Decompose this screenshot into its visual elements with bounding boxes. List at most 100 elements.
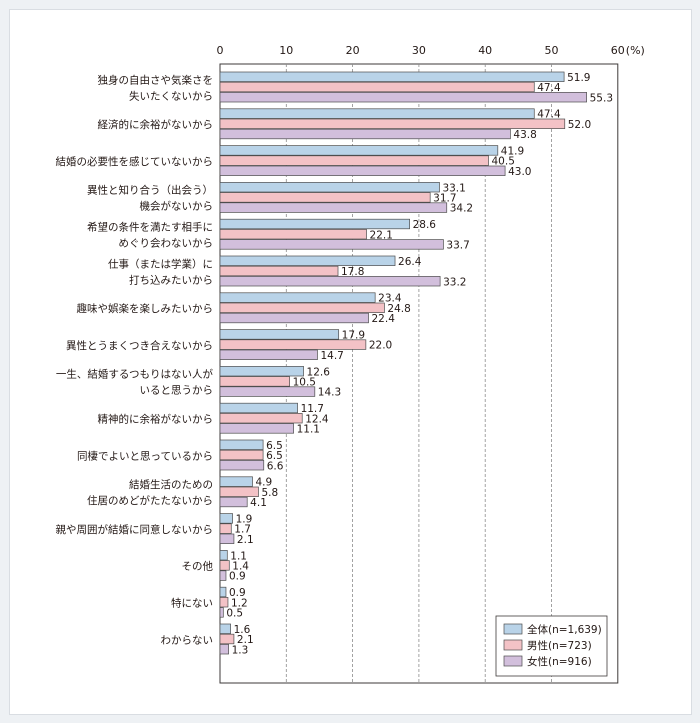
data-label: 23.4 xyxy=(378,293,402,305)
bar xyxy=(219,128,511,140)
bar xyxy=(219,623,231,634)
legend-swatch xyxy=(503,639,523,651)
bar xyxy=(219,329,340,340)
data-label: 28.6 xyxy=(413,219,437,231)
data-label: 14.7 xyxy=(320,350,343,362)
bar xyxy=(219,597,229,608)
category-label: いると思うから xyxy=(140,385,214,397)
bar xyxy=(219,276,441,287)
data-label: 17.9 xyxy=(342,330,365,342)
bar xyxy=(219,402,298,414)
data-label: 0.5 xyxy=(226,608,243,620)
data-label: 6.5 xyxy=(266,440,283,452)
data-label: 55.3 xyxy=(590,92,613,104)
data-label: 0.9 xyxy=(229,571,246,583)
data-label: 1.7 xyxy=(234,524,251,536)
data-label: 24.8 xyxy=(387,303,410,315)
data-label: 0.9 xyxy=(229,587,246,599)
category-label: 同棲でよいと思っているから xyxy=(77,449,213,462)
legend: 全体(n=1,639) 男性(n=723) 女性(n=916) xyxy=(495,615,608,677)
data-label: 10.5 xyxy=(293,377,316,389)
x-tick-label: 20 xyxy=(346,44,360,57)
legend-label: 全体(n=1,639) xyxy=(527,623,602,636)
category-label: 打ち込みたいから xyxy=(129,273,213,286)
bar xyxy=(219,570,227,581)
data-label: 40.5 xyxy=(492,156,515,168)
data-label: 1.3 xyxy=(232,644,249,656)
category-label: 親や周囲が結婚に同意しないから xyxy=(56,523,214,536)
x-tick-label: 10 xyxy=(279,44,293,57)
data-label: 43.8 xyxy=(513,129,536,141)
data-label: 1.2 xyxy=(231,597,248,609)
data-label: 17.8 xyxy=(341,266,364,278)
bar xyxy=(219,496,248,508)
category-label: 独身の自由さや気楽さを xyxy=(98,73,214,86)
category-label: 趣味や娯楽を楽しみたいから xyxy=(77,302,214,315)
data-label: 33.2 xyxy=(443,276,466,288)
bar xyxy=(219,423,294,434)
bar xyxy=(219,239,444,250)
category-label: 経済的に余裕がないから xyxy=(98,118,214,131)
bar xyxy=(219,366,304,377)
data-label: 22.4 xyxy=(372,313,396,325)
category-label: わからない xyxy=(161,634,214,646)
legend-label: 男性(n=723) xyxy=(527,639,592,652)
category-label: 希望の条件を満たす相手に xyxy=(87,221,213,234)
data-label: 12.4 xyxy=(305,413,329,425)
data-label: 1.9 xyxy=(236,514,253,526)
chart-frame: 0 10 20 30 40 50 60 (%) 51.9 47.4 55.3 47.4 52.0 43.… xyxy=(9,9,692,715)
bar xyxy=(219,560,230,571)
bar xyxy=(219,633,235,645)
x-axis-unit: (%) xyxy=(626,44,645,57)
data-label: 6.6 xyxy=(267,460,284,472)
bar xyxy=(219,202,448,213)
bar-chart: 0 10 20 30 40 50 60 (%) 51.9 47.4 55.3 47.4 52.0 43.… xyxy=(56,44,645,684)
data-label: 22.0 xyxy=(369,340,392,352)
bar xyxy=(219,413,303,424)
x-tick-label: 40 xyxy=(478,44,492,57)
bar xyxy=(219,449,264,461)
data-label: 14.3 xyxy=(318,387,341,399)
bar xyxy=(219,644,229,655)
data-label: 47.4 xyxy=(537,82,561,94)
bar xyxy=(219,339,367,350)
x-tick-label: 0 xyxy=(217,44,224,57)
category-label: 一生、結婚するつもりはない人が xyxy=(56,368,214,381)
bar xyxy=(219,476,253,487)
data-label: 34.2 xyxy=(450,203,473,215)
x-tick-label: 30 xyxy=(412,44,426,57)
bar xyxy=(219,108,535,119)
bar xyxy=(219,349,318,360)
data-label: 2.1 xyxy=(237,534,254,546)
legend-swatch xyxy=(503,623,523,635)
category-label: 住居のめどがたたないから xyxy=(87,494,213,507)
data-label: 33.1 xyxy=(442,182,465,194)
bar xyxy=(219,486,259,497)
category-label: その他 xyxy=(182,560,214,573)
data-label: 47.4 xyxy=(537,109,561,121)
bar xyxy=(219,439,264,450)
category-label: 機会がないから xyxy=(140,200,214,213)
data-label: 51.9 xyxy=(567,72,590,84)
bar xyxy=(219,302,385,313)
data-label: 4.1 xyxy=(250,497,267,509)
data-label: 11.1 xyxy=(297,424,320,436)
data-label: 1.1 xyxy=(230,550,247,562)
bar xyxy=(219,312,369,324)
bar xyxy=(219,71,565,82)
bar xyxy=(219,386,316,397)
bar xyxy=(219,550,228,561)
bar xyxy=(219,586,227,598)
bar xyxy=(219,376,290,387)
category-label: 異性とうまくつき合えないから xyxy=(66,339,213,352)
data-label: 33.7 xyxy=(446,240,469,252)
data-label: 43.0 xyxy=(508,166,531,178)
legend-swatch xyxy=(503,655,523,667)
category-labels: 独身の自由さや気楽さを失いたくないから経済的に余裕がないから結婚の必要性を感じて… xyxy=(56,73,214,646)
bar xyxy=(219,81,535,93)
data-label: 26.4 xyxy=(398,256,422,268)
bar xyxy=(219,533,235,544)
legend-label: 女性(n=916) xyxy=(527,655,592,668)
x-axis-ticks: 0 10 20 30 40 50 60 (%) xyxy=(217,44,645,57)
data-label: 4.9 xyxy=(255,477,272,489)
